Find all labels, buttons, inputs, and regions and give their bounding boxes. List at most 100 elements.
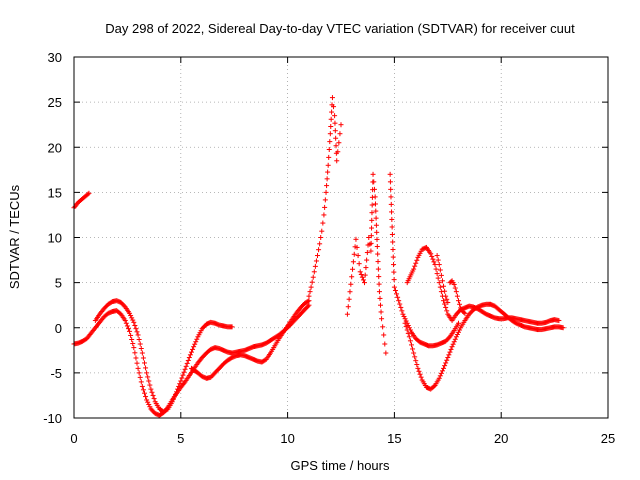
data-point — [417, 371, 423, 377]
data-point — [318, 235, 324, 240]
data-point — [429, 253, 435, 259]
data-point — [374, 229, 380, 235]
data-point — [442, 288, 448, 294]
data-point — [368, 248, 374, 254]
data-point — [374, 236, 380, 242]
data-point — [389, 231, 395, 237]
x-tick-label: 5 — [177, 431, 184, 446]
data-point — [437, 373, 443, 379]
data-point — [85, 191, 91, 197]
data-point — [372, 201, 378, 207]
data-point — [346, 296, 352, 302]
data-point — [449, 344, 455, 350]
data-point — [405, 330, 411, 336]
data-point — [410, 346, 416, 352]
data-point — [329, 95, 335, 101]
data-point — [360, 277, 366, 283]
data-point — [383, 350, 389, 356]
data-point — [408, 342, 414, 348]
data-point — [379, 316, 385, 322]
data-point — [416, 368, 422, 374]
data-point — [362, 272, 368, 278]
data-point — [380, 324, 386, 330]
data-point — [378, 302, 384, 308]
data-point — [454, 293, 460, 299]
y-tick-label: 10 — [48, 231, 62, 246]
data-point — [437, 267, 443, 273]
data-point — [332, 113, 338, 119]
data-point — [428, 251, 434, 257]
data-point — [372, 194, 378, 200]
data-point — [412, 263, 418, 269]
data-point — [446, 335, 452, 341]
data-point — [149, 389, 155, 395]
data-point — [179, 375, 185, 381]
data-point — [332, 120, 338, 126]
data-point — [407, 338, 413, 344]
data-point — [442, 363, 448, 369]
data-point — [403, 318, 409, 324]
data-point — [368, 240, 374, 246]
data-point — [434, 271, 440, 277]
data-point — [411, 266, 417, 272]
data-point — [133, 355, 139, 361]
data-point — [388, 186, 394, 192]
data-point — [374, 244, 380, 250]
data-point — [354, 244, 360, 250]
data-point — [137, 341, 143, 347]
data-point — [324, 183, 330, 189]
data-point — [308, 284, 314, 290]
data-point — [443, 304, 449, 310]
data-point — [190, 346, 196, 352]
data-point — [140, 355, 146, 361]
data-point — [148, 386, 154, 392]
data-point — [452, 285, 458, 291]
data-point — [86, 190, 92, 196]
data-point — [185, 357, 191, 363]
data-point — [147, 382, 153, 388]
data-point — [391, 277, 397, 283]
data-point — [357, 269, 363, 275]
data-point — [347, 289, 353, 295]
data-point — [136, 370, 142, 376]
data-point — [355, 253, 361, 259]
data-point — [359, 274, 365, 280]
data-point — [438, 272, 444, 278]
data-point — [133, 326, 139, 332]
data-point — [186, 355, 192, 361]
data-point — [441, 283, 447, 289]
data-point — [435, 257, 441, 263]
data-point — [307, 289, 313, 295]
data-point — [453, 334, 459, 340]
data-point — [147, 404, 153, 410]
data-point — [322, 197, 328, 203]
data-point — [127, 310, 133, 316]
data-point — [319, 228, 325, 234]
data-point — [170, 396, 176, 402]
data-point — [176, 383, 182, 389]
data-point — [143, 365, 149, 371]
y-tick-label: 20 — [48, 140, 62, 155]
data-point — [326, 147, 332, 153]
data-point — [447, 349, 453, 355]
data-point — [344, 311, 350, 317]
data-point — [187, 352, 193, 358]
data-point — [450, 341, 456, 347]
data-point — [353, 236, 359, 242]
data-point — [337, 131, 343, 137]
chart-title: Day 298 of 2022, Sidereal Day-to-day VTE… — [105, 21, 575, 36]
data-point — [436, 280, 442, 286]
data-point — [349, 274, 355, 280]
data-point — [191, 344, 197, 350]
data-point — [436, 375, 442, 381]
data-point — [183, 363, 189, 369]
data-point — [316, 247, 322, 253]
data-point — [445, 299, 451, 305]
data-point — [414, 257, 420, 263]
data-point — [391, 262, 397, 268]
data-point — [455, 329, 461, 335]
data-point — [169, 399, 175, 405]
data-point — [431, 383, 437, 389]
y-tick-label: 25 — [48, 95, 62, 110]
